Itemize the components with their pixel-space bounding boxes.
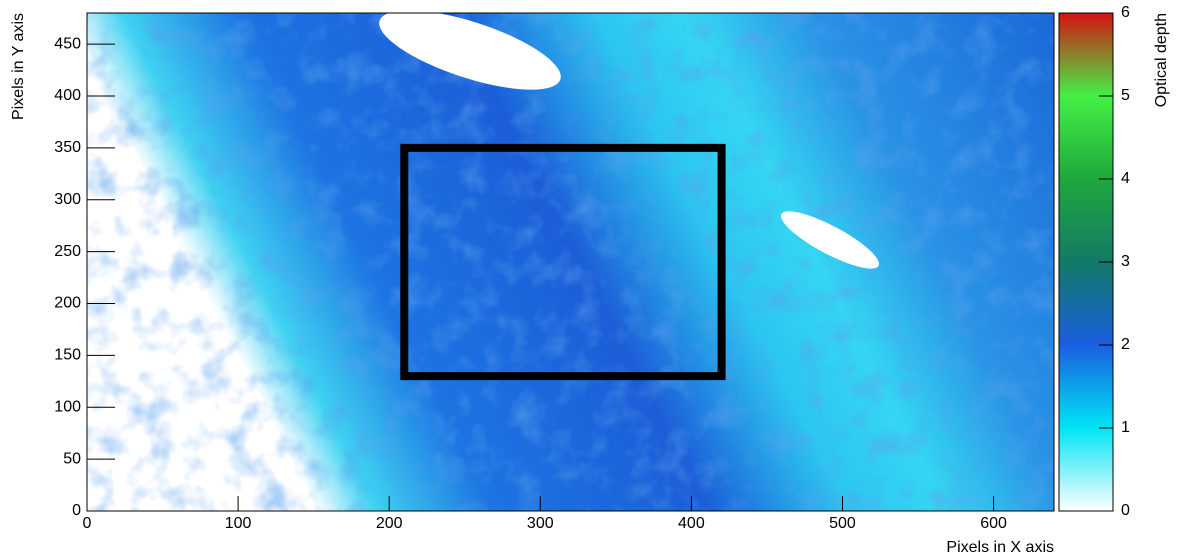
x-axis-label: Pixels in X axis [946,539,1054,556]
y-axis-label: Pixels in Y axis [10,13,27,120]
y-tick-label: 200 [54,295,81,312]
y-tick-label: 450 [54,35,81,52]
y-tick-label: 150 [54,347,81,364]
y-tick-label: 350 [54,139,81,156]
colorbar-tick-label: 1 [1121,419,1130,436]
x-tick-label: 500 [829,515,856,532]
x-tick-label: 300 [527,515,554,532]
x-tick-label: 100 [225,515,252,532]
colorbar-label: Optical depth [1153,13,1170,107]
y-tick-label: 0 [72,502,81,519]
colorbar-tick-label: 0 [1121,502,1130,519]
heatmap-image [87,13,1054,511]
region-box [400,143,726,381]
y-tick-label: 50 [63,450,81,467]
colorbar-tick-label: 3 [1121,253,1130,270]
y-tick-label: 100 [54,398,81,415]
y-tick-label: 300 [54,191,81,208]
y-tick-label: 250 [54,243,81,260]
colorbar-tick-label: 5 [1121,87,1130,104]
plot-frame [86,12,1055,512]
colorbar-tick-label: 4 [1121,170,1130,187]
x-tick-label: 200 [376,515,403,532]
colorbar-tick-label: 2 [1121,336,1130,353]
y-tick-label: 400 [54,87,81,104]
colorbar-tick-label: 6 [1121,4,1130,21]
x-tick-label: 600 [980,515,1007,532]
x-tick-label: 0 [83,515,92,532]
x-tick-label: 400 [678,515,705,532]
